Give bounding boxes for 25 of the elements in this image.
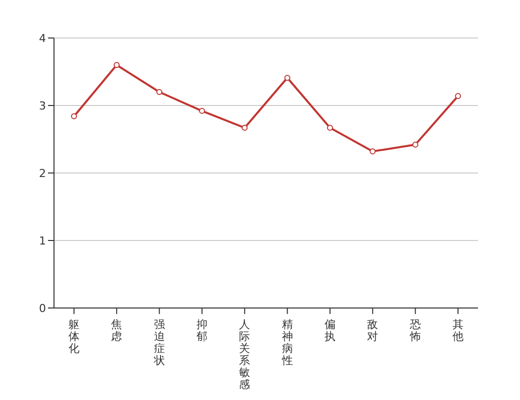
y-tick-label: 3	[39, 99, 46, 112]
x-tick-label: 焦虑	[111, 318, 122, 343]
point	[455, 93, 461, 100]
x-tick-label: 偏执	[324, 318, 336, 343]
x-tick-label: 恐怖	[408, 318, 421, 343]
y-tick-label: 4	[39, 32, 46, 45]
point	[370, 148, 376, 154]
x-tick-label: 人际关系敏感	[239, 318, 250, 391]
y-tick-label: 0	[39, 302, 46, 315]
x-tick-label: 精神病性	[280, 318, 293, 367]
x-tick-label: 抑郁	[196, 318, 208, 343]
x-tick-label: 强迫症状	[152, 318, 165, 367]
y-tick-label: 2	[39, 166, 46, 180]
point	[71, 113, 77, 120]
y-tick-label: 1	[39, 234, 46, 248]
x-tick-label: 其他	[452, 318, 464, 343]
point	[327, 124, 333, 131]
point	[199, 108, 205, 114]
x-tick-label: 敌对	[367, 318, 378, 343]
point	[156, 89, 162, 95]
point	[114, 62, 120, 68]
point	[242, 124, 248, 131]
x-tick-label: 躯体化	[68, 318, 80, 355]
point	[284, 74, 290, 81]
point	[412, 142, 418, 148]
